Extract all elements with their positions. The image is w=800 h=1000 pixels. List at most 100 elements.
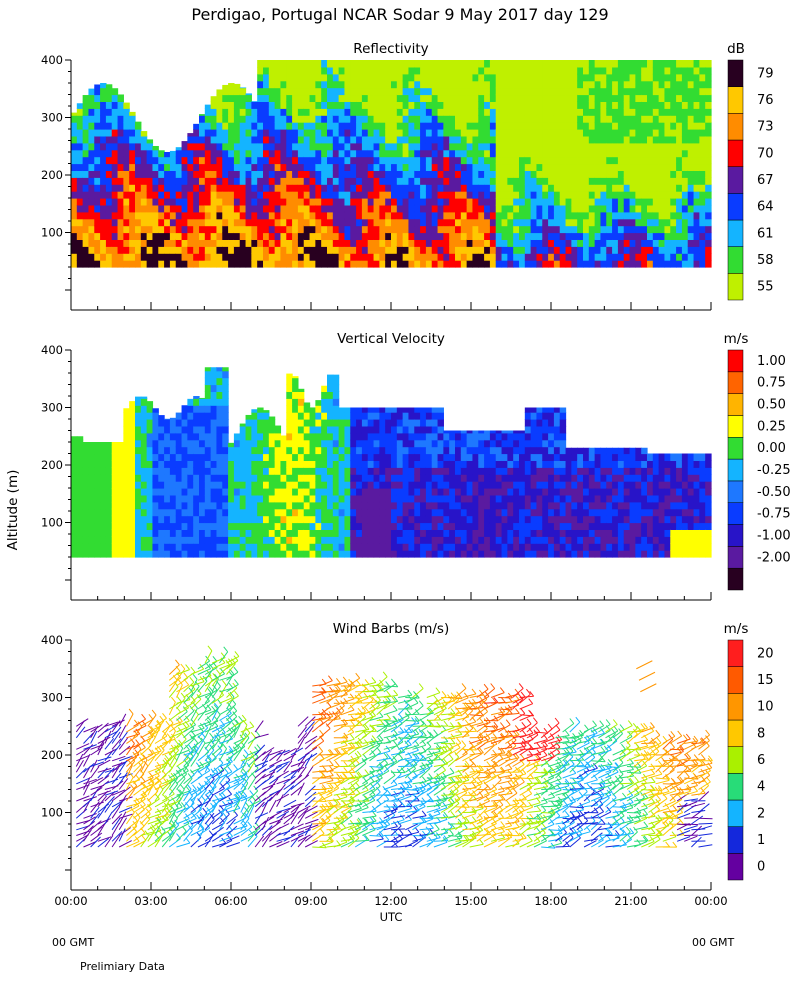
field-cell	[460, 246, 468, 254]
field-cell	[280, 204, 287, 213]
field-cell	[88, 442, 95, 448]
field-cell	[158, 536, 165, 544]
field-cell	[484, 439, 491, 448]
field-cell	[193, 163, 200, 171]
field-cell	[123, 439, 130, 448]
field-cell	[437, 536, 444, 544]
field-cell	[373, 425, 380, 434]
field-cell	[140, 225, 148, 234]
field-cell	[460, 481, 468, 489]
field-cell	[373, 522, 380, 530]
field-cell	[274, 135, 282, 144]
field-cell	[519, 198, 526, 206]
field-cell	[519, 508, 526, 517]
field-cell	[216, 122, 223, 130]
field-cell	[222, 432, 229, 441]
field-cell	[652, 156, 660, 165]
field-cell	[297, 481, 305, 489]
field-cell	[408, 453, 415, 461]
field-cell	[391, 163, 398, 171]
field-cell	[292, 101, 299, 109]
field-cell	[466, 218, 474, 227]
field-cell	[292, 170, 299, 178]
field-cell	[257, 412, 264, 420]
field-cell	[449, 529, 456, 537]
field-cell	[338, 488, 346, 496]
field-cell	[396, 163, 404, 171]
field-cell	[652, 218, 660, 227]
field-cell	[327, 218, 334, 227]
field-cell	[210, 149, 218, 158]
field-cell	[396, 198, 404, 206]
field-cell	[542, 474, 549, 482]
field-cell	[425, 536, 433, 544]
field-cell	[123, 142, 130, 151]
field-cell	[600, 253, 607, 261]
field-cell	[501, 94, 508, 102]
field-cell	[239, 543, 247, 551]
field-cell	[420, 198, 427, 206]
field-cell	[565, 550, 572, 558]
field-cell	[594, 122, 602, 130]
field-cell	[105, 156, 113, 165]
field-cell	[152, 191, 159, 199]
field-cell	[286, 384, 293, 392]
field-cell	[193, 191, 200, 199]
field-cell	[199, 501, 206, 510]
field-cell	[158, 253, 165, 261]
field-cell	[396, 543, 404, 551]
field-cell	[519, 536, 526, 544]
y-tick-label: 400	[41, 53, 63, 67]
field-cell	[100, 94, 107, 102]
field-cell	[495, 101, 503, 109]
field-cell	[600, 218, 607, 227]
field-cell	[513, 232, 520, 240]
field-cell	[280, 522, 287, 530]
field-cell	[437, 246, 444, 254]
field-cell	[373, 407, 380, 413]
field-cell	[169, 260, 177, 268]
field-cell	[449, 536, 456, 544]
field-cell	[513, 550, 520, 558]
field-cell	[420, 522, 427, 530]
field-cell	[117, 253, 124, 261]
field-cell	[356, 73, 363, 82]
field-cell	[361, 218, 369, 227]
field-cell	[548, 66, 555, 75]
field-cell	[676, 225, 683, 234]
field-cell	[501, 453, 508, 461]
field-cell	[105, 149, 113, 158]
field-cell	[443, 101, 450, 109]
field-cell	[303, 481, 311, 489]
field-cell	[216, 419, 223, 427]
field-cell	[350, 177, 357, 185]
field-cell	[466, 211, 474, 220]
field-cell	[664, 260, 671, 268]
field-cell	[489, 218, 497, 227]
field-cell	[385, 108, 392, 116]
field-cell	[204, 405, 212, 413]
field-cell	[268, 87, 276, 96]
field-cell	[478, 432, 485, 441]
field-cell	[123, 550, 130, 558]
field-cell	[245, 439, 252, 448]
field-cell	[268, 211, 276, 220]
field-cell	[140, 253, 148, 261]
field-cell	[437, 115, 444, 123]
field-cell	[530, 73, 538, 82]
field-cell	[216, 204, 223, 213]
field-cell	[175, 218, 183, 227]
field-cell	[292, 225, 299, 234]
field-cell	[507, 135, 514, 144]
field-cell	[530, 218, 538, 227]
field-cell	[292, 543, 299, 551]
field-cell	[88, 253, 95, 261]
field-cell	[530, 460, 538, 468]
field-cell	[647, 87, 654, 96]
field-cell	[431, 432, 439, 441]
field-cell	[629, 177, 636, 185]
field-cell	[350, 543, 357, 551]
field-cell	[455, 515, 462, 524]
field-cell	[123, 260, 130, 268]
field-cell	[449, 488, 456, 496]
